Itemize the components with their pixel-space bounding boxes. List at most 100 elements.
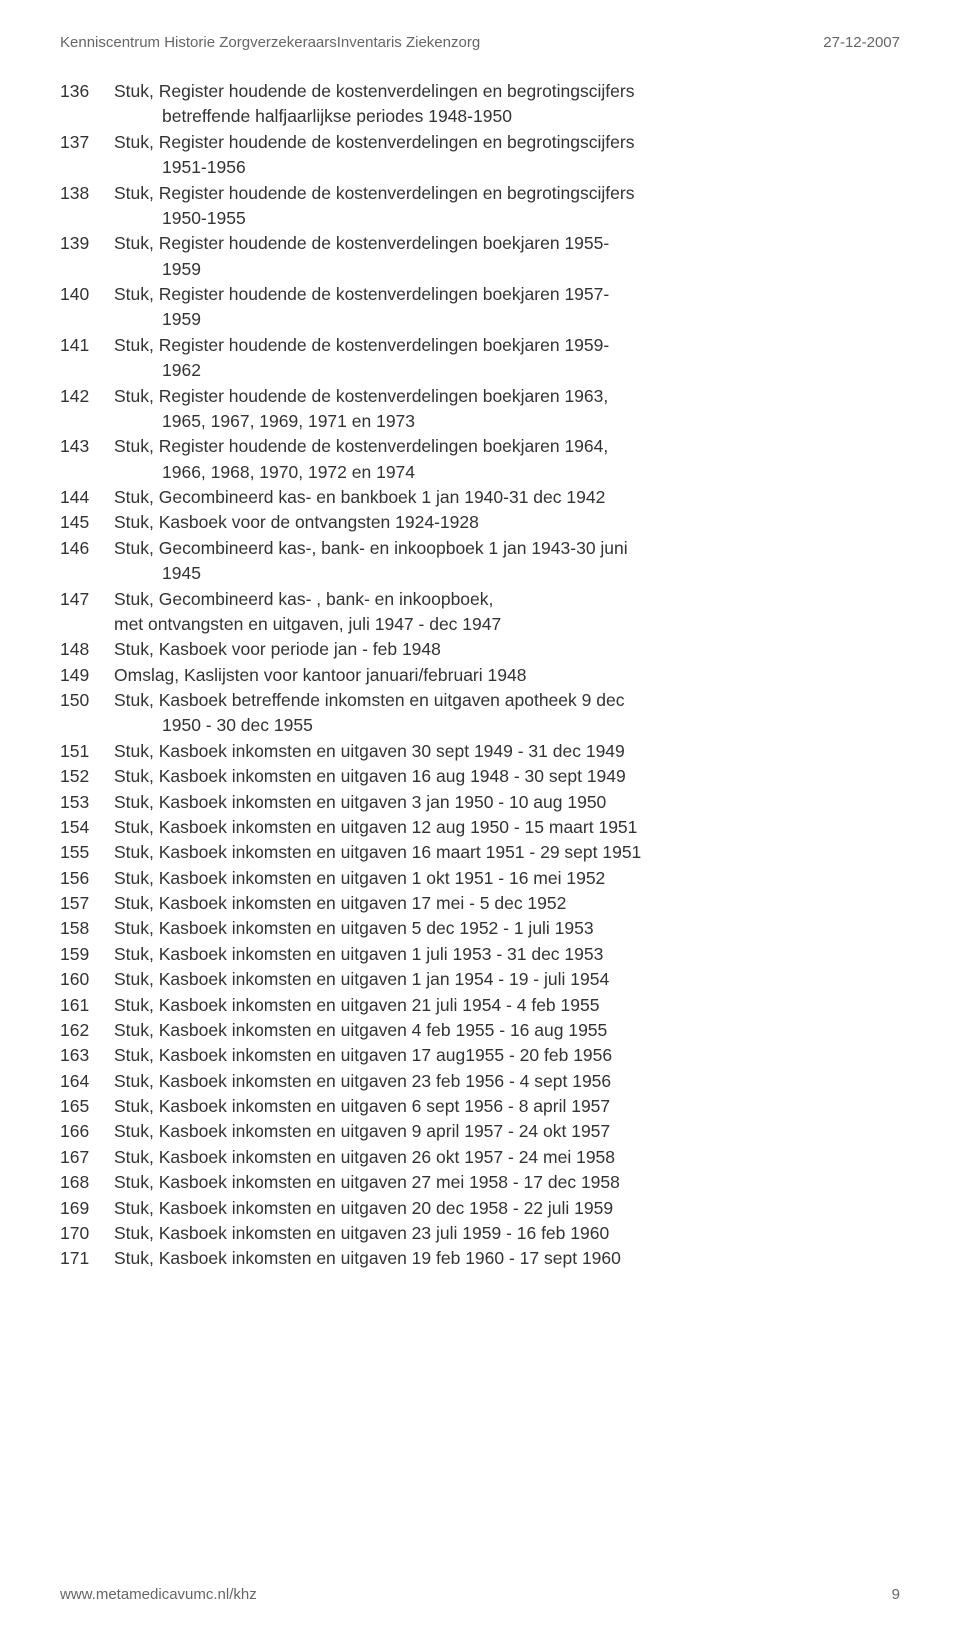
inventory-entry: 166Stuk, Kasboek inkomsten en uitgaven 9… [60,1119,900,1144]
entry-description: Stuk, Kasboek inkomsten en uitgaven 19 f… [114,1246,900,1271]
entry-description: Stuk, Register houdende de kostenverdeli… [114,181,900,232]
entry-number: 156 [60,866,114,891]
entry-number: 153 [60,790,114,815]
entry-description: Stuk, Kasboek voor periode jan - feb 194… [114,637,900,662]
entry-line: Stuk, Kasboek inkomsten en uitgaven 17 a… [114,1043,900,1068]
entry-line: Stuk, Kasboek inkomsten en uitgaven 9 ap… [114,1119,900,1144]
entry-description: Stuk, Kasboek inkomsten en uitgaven 1 ok… [114,866,900,891]
entry-line: Stuk, Kasboek inkomsten en uitgaven 16 m… [114,840,900,865]
inventory-entry: 156Stuk, Kasboek inkomsten en uitgaven 1… [60,866,900,891]
entry-line: Stuk, Kasboek inkomsten en uitgaven 16 a… [114,764,900,789]
entry-line: Stuk, Kasboek inkomsten en uitgaven 30 s… [114,739,900,764]
entry-description: Stuk, Kasboek inkomsten en uitgaven 5 de… [114,916,900,941]
entry-continuation: 1951-1956 [114,155,900,180]
inventory-entry: 145Stuk, Kasboek voor de ontvangsten 192… [60,510,900,535]
entry-continuation: 1959 [114,307,900,332]
entry-line: Stuk, Register houdende de kostenverdeli… [114,231,900,256]
entry-number: 142 [60,384,114,409]
inventory-entry: 164Stuk, Kasboek inkomsten en uitgaven 2… [60,1069,900,1094]
header-left: Kenniscentrum Historie ZorgverzekeraarsI… [60,34,480,51]
entry-description: Stuk, Kasboek inkomsten en uitgaven 1 ju… [114,942,900,967]
entry-continuation: 1965, 1967, 1969, 1971 en 1973 [114,409,900,434]
entry-number: 143 [60,434,114,459]
entry-description: Stuk, Gecombineerd kas- en bankboek 1 ja… [114,485,900,510]
inventory-entry: 161Stuk, Kasboek inkomsten en uitgaven 2… [60,993,900,1018]
inventory-entry: 150Stuk, Kasboek betreffende inkomsten e… [60,688,900,739]
entry-number: 154 [60,815,114,840]
entry-description: Stuk, Kasboek inkomsten en uitgaven 1 ja… [114,967,900,992]
entry-line: Stuk, Gecombineerd kas- en bankboek 1 ja… [114,485,900,510]
inventory-entry: 151Stuk, Kasboek inkomsten en uitgaven 3… [60,739,900,764]
footer-page-number: 9 [892,1586,900,1603]
entry-description: Stuk, Register houdende de kostenverdeli… [114,384,900,435]
entry-description: Stuk, Kasboek inkomsten en uitgaven 23 j… [114,1221,900,1246]
entry-number: 136 [60,79,114,104]
entry-description: Stuk, Kasboek inkomsten en uitgaven 4 fe… [114,1018,900,1043]
inventory-entry: 167Stuk, Kasboek inkomsten en uitgaven 2… [60,1145,900,1170]
entry-continuation: 1966, 1968, 1970, 1972 en 1974 [114,460,900,485]
entry-description: Stuk, Kasboek inkomsten en uitgaven 17 m… [114,891,900,916]
inventory-entry: 149Omslag, Kaslijsten voor kantoor janua… [60,663,900,688]
entry-line: Stuk, Gecombineerd kas-, bank- en inkoop… [114,536,900,561]
entry-line: Stuk, Kasboek inkomsten en uitgaven 23 f… [114,1069,900,1094]
inventory-entry: 171Stuk, Kasboek inkomsten en uitgaven 1… [60,1246,900,1271]
entry-number: 140 [60,282,114,307]
entry-number: 145 [60,510,114,535]
entry-number: 146 [60,536,114,561]
entry-line: Stuk, Kasboek inkomsten en uitgaven 23 j… [114,1221,900,1246]
entry-number: 165 [60,1094,114,1119]
entry-description: Stuk, Kasboek inkomsten en uitgaven 30 s… [114,739,900,764]
entry-number: 150 [60,688,114,713]
entry-number: 137 [60,130,114,155]
inventory-entry: 160Stuk, Kasboek inkomsten en uitgaven 1… [60,967,900,992]
entry-description: Stuk, Kasboek inkomsten en uitgaven 20 d… [114,1196,900,1221]
entry-number: 149 [60,663,114,688]
entry-description: Stuk, Register houdende de kostenverdeli… [114,282,900,333]
inventory-entry: 139Stuk, Register houdende de kostenverd… [60,231,900,282]
entry-number: 158 [60,916,114,941]
inventory-entry: 142Stuk, Register houdende de kostenverd… [60,384,900,435]
entry-description: Stuk, Kasboek inkomsten en uitgaven 12 a… [114,815,900,840]
entry-line: Stuk, Register houdende de kostenverdeli… [114,79,900,104]
inventory-entry: 155Stuk, Kasboek inkomsten en uitgaven 1… [60,840,900,865]
inventory-entry: 162Stuk, Kasboek inkomsten en uitgaven 4… [60,1018,900,1043]
entry-description: Stuk, Kasboek inkomsten en uitgaven 16 m… [114,840,900,865]
inventory-entry: 146Stuk, Gecombineerd kas-, bank- en ink… [60,536,900,587]
inventory-entry: 136Stuk, Register houdende de kostenverd… [60,79,900,130]
entry-line: Stuk, Gecombineerd kas- , bank- en inkoo… [114,587,900,612]
entry-number: 161 [60,993,114,1018]
inventory-entry: 154Stuk, Kasboek inkomsten en uitgaven 1… [60,815,900,840]
entry-number: 164 [60,1069,114,1094]
entry-line: Stuk, Kasboek betreffende inkomsten en u… [114,688,900,713]
entry-number: 160 [60,967,114,992]
inventory-entry: 143Stuk, Register houdende de kostenverd… [60,434,900,485]
entry-number: 169 [60,1196,114,1221]
entry-line: Omslag, Kaslijsten voor kantoor januari/… [114,663,900,688]
entry-description: Stuk, Gecombineerd kas- , bank- en inkoo… [114,587,900,638]
entry-line: Stuk, Kasboek inkomsten en uitgaven 19 f… [114,1246,900,1271]
entry-continuation: 1950-1955 [114,206,900,231]
entry-continuation: 1945 [114,561,900,586]
entry-number: 168 [60,1170,114,1195]
entry-line: Stuk, Kasboek inkomsten en uitgaven 3 ja… [114,790,900,815]
entry-description: Stuk, Register houdende de kostenverdeli… [114,231,900,282]
entry-number: 170 [60,1221,114,1246]
entry-line: Stuk, Register houdende de kostenverdeli… [114,333,900,358]
entry-line: Stuk, Kasboek inkomsten en uitgaven 6 se… [114,1094,900,1119]
entry-description: Stuk, Register houdende de kostenverdeli… [114,333,900,384]
entry-line: Stuk, Kasboek inkomsten en uitgaven 1 ja… [114,967,900,992]
document-page: Kenniscentrum Historie ZorgverzekeraarsI… [0,0,960,1631]
entry-number: 171 [60,1246,114,1271]
entry-number: 148 [60,637,114,662]
page-header: Kenniscentrum Historie ZorgverzekeraarsI… [60,34,900,51]
entry-line: Stuk, Kasboek voor de ontvangsten 1924-1… [114,510,900,535]
inventory-entry: 140Stuk, Register houdende de kostenverd… [60,282,900,333]
entry-number: 155 [60,840,114,865]
entry-description: Stuk, Register houdende de kostenverdeli… [114,79,900,130]
entry-line: Stuk, Kasboek inkomsten en uitgaven 12 a… [114,815,900,840]
entry-description: Stuk, Kasboek inkomsten en uitgaven 6 se… [114,1094,900,1119]
entry-description: Stuk, Kasboek inkomsten en uitgaven 3 ja… [114,790,900,815]
inventory-entry: 141Stuk, Register houdende de kostenverd… [60,333,900,384]
inventory-entry: 137Stuk, Register houdende de kostenverd… [60,130,900,181]
inventory-entry: 152Stuk, Kasboek inkomsten en uitgaven 1… [60,764,900,789]
